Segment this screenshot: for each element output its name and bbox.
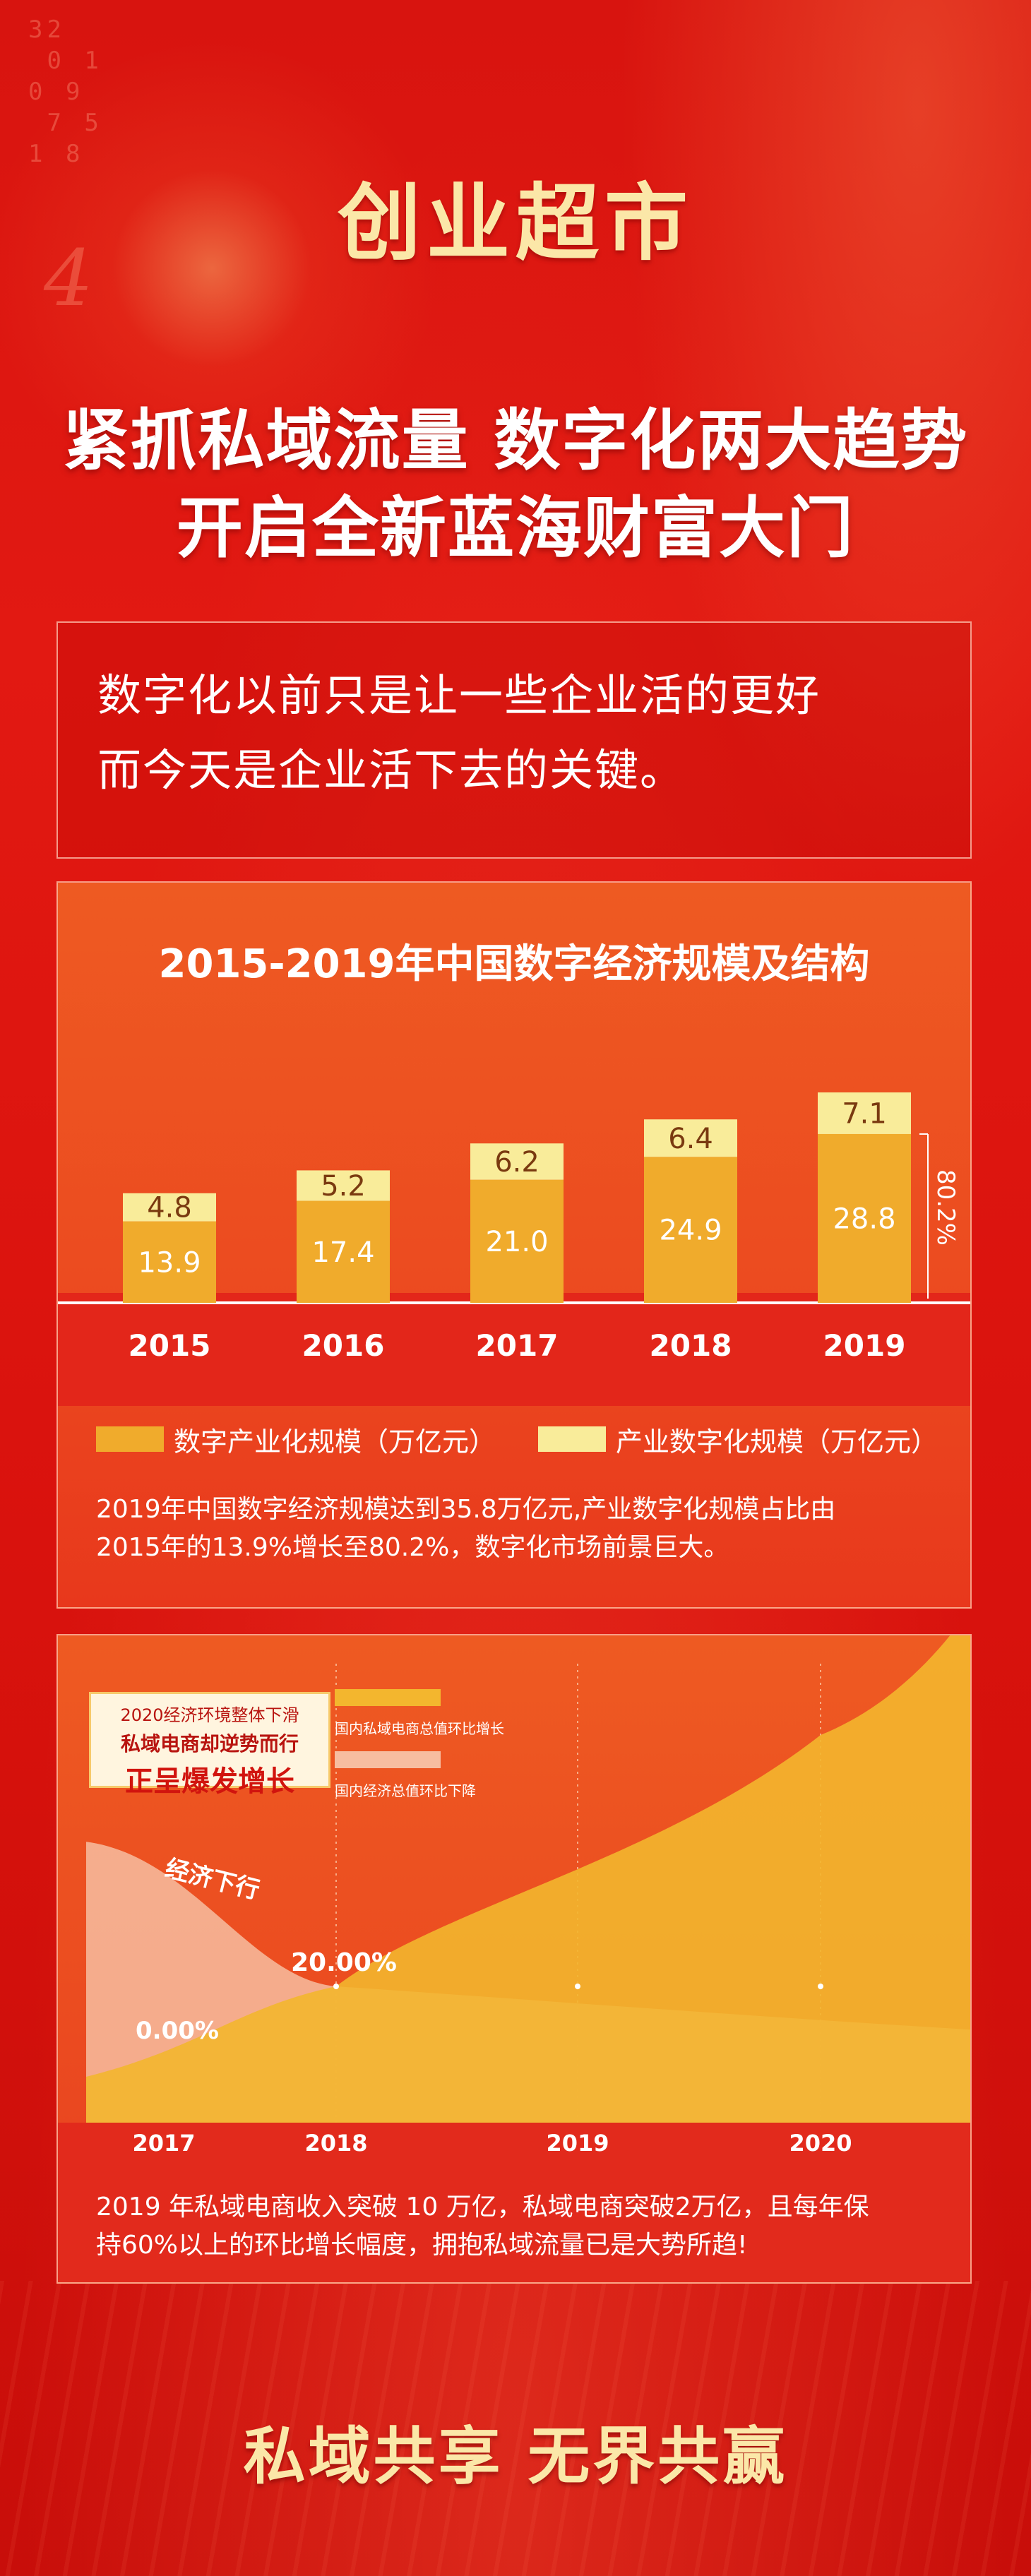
x-tick-label: 2019	[546, 2130, 609, 2157]
bar-digital-industry	[818, 1133, 911, 1303]
bar-value-label: 7.1	[842, 1097, 887, 1130]
chart-note-line-2: 持60%以上的环比增长幅度，拥抱私域流量已是大势所趋!	[96, 2231, 748, 2260]
intro-box: 数字化以前只是让一些企业活的更好 而今天是企业活下去的关键。	[56, 621, 972, 859]
headline-line-1: 紧抓私域流量 数字化两大趋势	[62, 402, 969, 479]
callout-box: 2020经济环境整体下滑 私域电商却逆势而行 正呈爆发增长	[89, 1692, 330, 1798]
legend-swatch	[538, 1426, 606, 1452]
chart-note-line-1: 2019年中国数字经济规模达到35.8万亿元,产业数字化规模占比由	[96, 1495, 836, 1524]
data-label: 20.00%	[291, 1948, 397, 1977]
legend-label: 产业数字化规模（万亿元）	[616, 1426, 938, 1457]
chart-title: 2015-2019年中国数字经济规模及结构	[158, 941, 870, 987]
data-label: 0.00%	[136, 2017, 219, 2045]
legend-swatch	[96, 1426, 164, 1452]
chart-note-line-1: 2019 年私域电商收入突破 10 万亿，私域电商突破2万亿，且每年保	[96, 2193, 869, 2222]
intro-line-1: 数字化以前只是让一些企业活的更好	[97, 669, 821, 721]
chart-note-line-2: 2015年的13.9%增长至80.2%，数字化市场前景巨大。	[96, 1533, 729, 1562]
bar-digital-industry	[297, 1200, 390, 1303]
x-tick-label: 2016	[302, 1328, 385, 1363]
x-tick-label: 2015	[129, 1328, 211, 1363]
callout-line-1: 2020经济环境整体下滑	[120, 1705, 299, 1725]
bar-digital-industry	[470, 1179, 564, 1303]
x-tick-label: 2017	[132, 2130, 195, 2157]
legend-item-ecommerce-growth: 国内私域电商总值环比增长	[335, 1689, 504, 1738]
bar-value-label: 13.9	[138, 1246, 201, 1279]
legend-item-economy-decline: 国内经济总值环比下降	[335, 1751, 476, 1800]
legend-label: 数字产业化规模（万亿元）	[174, 1426, 496, 1457]
brand-title: 创业超市	[337, 174, 693, 272]
decorative-four: 4	[44, 233, 93, 323]
percent-annotation: 80.2%	[931, 1169, 960, 1246]
legend-label: 国内私域电商总值环比增长	[335, 1720, 504, 1737]
bar-industry-digitization	[644, 1119, 737, 1157]
bar-industry-digitization	[123, 1193, 216, 1222]
legend-label: 国内经济总值环比下降	[335, 1782, 476, 1799]
x-tick-label: 2019	[823, 1328, 906, 1363]
bar-value-label: 24.9	[659, 1215, 722, 1247]
private-traffic-chart-panel: 0.00% 20.00% 经济下行 2017 2018 2019 2020 2020经济环境…	[56, 1634, 972, 2284]
footer-slogan: 私域共享 无界共赢	[243, 2420, 788, 2493]
bar-value-label: 17.4	[311, 1236, 374, 1269]
legend-item-digital-industry: 数字产业化规模（万亿元）	[96, 1425, 496, 1457]
stacked-bar-chart: 13.9 4.8 2015 17.4 5.2 2016 21.0 6.2 2017 24.9 6.4…	[58, 1092, 970, 1406]
data-point	[818, 1984, 823, 1989]
bar-value-label: 6.2	[494, 1146, 540, 1179]
legend-item-industry-digitization: 产业数字化规模（万亿元）	[538, 1425, 938, 1457]
digital-economy-chart-panel: 2015-2019年中国数字经济规模及结构 13.9 4.8 2015 17.4 5.2…	[56, 881, 972, 1609]
footer-band	[58, 2123, 970, 2282]
bar-value-label: 28.8	[833, 1203, 895, 1235]
bar-value-label: 4.8	[147, 1192, 192, 1224]
area-ecommerce-growth	[86, 1635, 970, 2123]
x-tick-label: 2018	[650, 1328, 732, 1363]
callout-line-2: 私域电商却逆势而行	[120, 1732, 299, 1755]
callout-line-3: 正呈爆发增长	[125, 1765, 294, 1798]
bar-industry-digitization	[470, 1143, 564, 1180]
bar-value-label: 6.4	[668, 1123, 713, 1155]
bar-digital-industry	[644, 1157, 737, 1303]
axis-band	[58, 1293, 970, 1406]
bar-value-label: 5.2	[321, 1170, 366, 1203]
headline-line-2: 开启全新蓝海财富大门	[176, 490, 854, 567]
x-tick-label: 2020	[789, 2130, 852, 2157]
bar-industry-digitization	[818, 1092, 911, 1134]
bar-industry-digitization	[297, 1170, 390, 1201]
bar-digital-industry	[123, 1221, 216, 1303]
data-point	[575, 1984, 580, 1989]
decorative-digits: 32 0 1 0 9 7 5 1 8	[28, 16, 103, 168]
intro-line-2: 而今天是企业活下去的关键。	[97, 744, 686, 796]
x-tick-label: 2017	[476, 1328, 559, 1363]
legend-swatch	[335, 1751, 441, 1768]
bar-value-label: 21.0	[485, 1226, 548, 1258]
data-point	[333, 1984, 339, 1989]
legend-swatch	[335, 1689, 441, 1706]
x-tick-label: 2018	[304, 2130, 367, 2157]
